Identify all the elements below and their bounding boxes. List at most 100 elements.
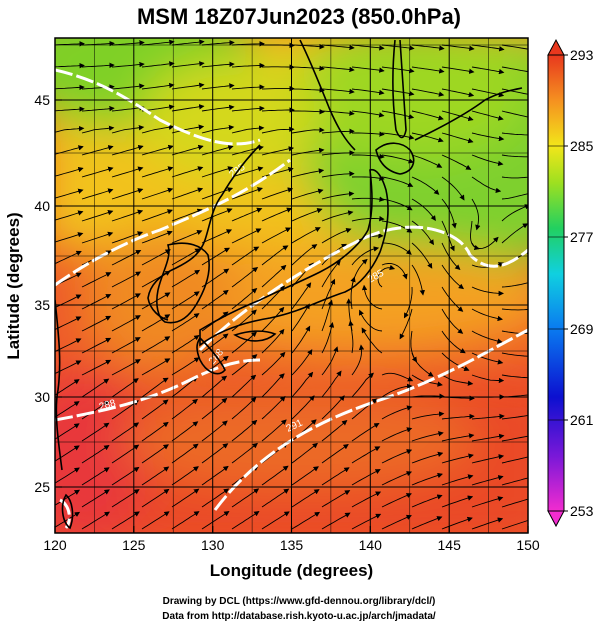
streamline [441,516,473,530]
streamline [231,488,260,508]
streamline [201,229,233,244]
streamline [411,220,434,246]
streamline [471,517,504,530]
streamline [351,66,385,73]
drawing-credit: Drawing by DCL (https://www.gfd-dennou.o… [163,596,436,607]
streamline [291,395,315,420]
streamline [231,105,265,112]
streamline [171,229,203,244]
streamline [381,66,415,74]
streamline [441,44,475,52]
streamline [201,443,229,464]
streamline [141,466,170,486]
streamline [201,145,234,156]
streamline [171,104,205,112]
streamline [81,511,110,530]
streamline [231,266,259,288]
streamline [381,263,408,280]
streamline [411,264,425,296]
streamline [321,191,355,200]
streamline [471,433,505,442]
streamline [501,176,528,179]
streamline [81,84,115,90]
streamline [201,420,228,442]
streamline [55,62,85,69]
streamline [231,41,265,47]
streamline [471,198,481,231]
streamline [471,308,503,322]
streamline [291,244,318,266]
streamline [291,325,311,354]
streamline [201,488,230,508]
streamline [231,228,262,244]
streamline [292,109,325,115]
colorbar-tick-label: 269 [570,321,594,337]
streamline [231,62,265,69]
streamline [261,511,290,530]
streamline [351,246,380,266]
streamline [111,61,145,68]
streamline [231,166,264,178]
streamline [348,320,354,354]
streamline [441,66,475,74]
colorbar-tick-label: 285 [570,138,594,154]
streamline [381,405,413,420]
data-credit: Data from http://database.rish.kyoto-u.a… [162,611,436,622]
streamline [81,400,110,420]
streamline [111,249,142,266]
streamline [501,415,528,420]
streamline [231,354,258,376]
streamline [351,513,382,530]
streamline [141,314,171,332]
streamline [321,467,350,486]
streamline [291,87,325,93]
streamline [321,66,355,73]
streamline [501,223,528,244]
streamline [141,249,171,266]
streamline [441,132,474,144]
streamline [171,421,199,442]
streamline [231,374,257,398]
streamline [351,110,385,118]
streamline [141,336,171,354]
streamline [291,127,325,134]
streamline [501,88,528,95]
colorbar-min-triangle [547,510,565,528]
streamline [399,308,413,340]
streamline [81,467,110,486]
streamline [231,331,257,354]
streamline [471,475,504,486]
y-tick-label: 45 [34,92,50,108]
streamline [291,489,320,508]
streamline [411,132,444,143]
streamline [291,65,325,72]
streamline [201,187,234,200]
streamline [471,262,504,268]
streamline [471,110,504,121]
y-tick-label: 25 [34,479,50,495]
streamline [201,247,230,266]
contour-line [55,68,261,146]
colorbar-tick-label: 277 [570,229,594,245]
streamline [351,215,385,222]
streamline [441,110,474,122]
streamline [411,176,440,195]
colorbar: 293 285 277 269 261 253 [547,38,594,528]
streamline [261,373,285,398]
streamline [291,371,314,398]
streamline [321,88,355,95]
streamline [291,208,323,222]
streamline [55,294,82,309]
streamline [55,467,80,484]
streamline [81,210,114,222]
x-tick-label: 130 [201,537,225,553]
x-tick-labels: 120 125 130 135 140 145 150 [43,537,540,553]
streamline [231,187,263,200]
streamline [231,125,265,134]
streamline [471,454,505,464]
streamline [501,44,528,50]
streamline [141,144,174,156]
streamline [201,208,233,222]
streamline [111,144,144,156]
x-axis-label: Longitude (degrees) [210,561,373,580]
